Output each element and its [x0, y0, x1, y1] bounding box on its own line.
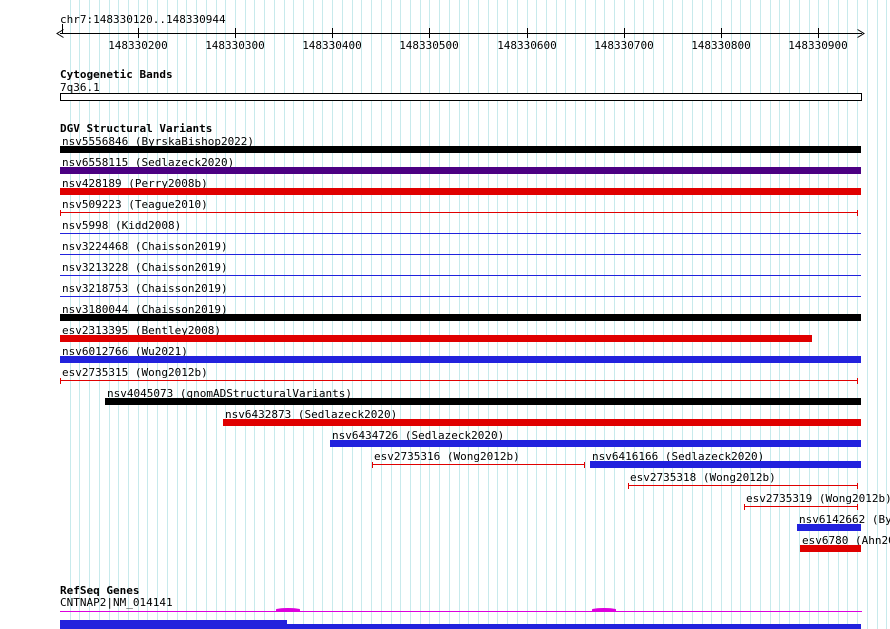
variant-bar-nsv6012766[interactable]	[60, 356, 861, 363]
variant-bar-esv6780[interactable]	[800, 545, 861, 552]
section-title-dgv: DGV Structural Variants	[60, 122, 212, 135]
ruler-arrow-right-icon	[856, 29, 865, 38]
variant-label-nsv3224468: nsv3224468 (Chaisson2019)	[62, 241, 228, 252]
ruler-tick	[429, 28, 430, 38]
variant-line-esv2735319[interactable]	[744, 506, 858, 507]
gene-track-bump	[592, 608, 616, 611]
ruler-line	[60, 33, 862, 34]
variant-bar-nsv6416166[interactable]	[590, 461, 861, 468]
variant-bar-nsv6434726[interactable]	[330, 440, 861, 447]
ruler-tick	[235, 28, 236, 38]
variant-bar-nsv4045073[interactable]	[105, 398, 861, 405]
variant-endtick-right-esv2735315	[857, 378, 858, 384]
variant-line-esv2735316[interactable]	[372, 464, 585, 465]
variant-bar-nsv6558115[interactable]	[60, 167, 861, 174]
variant-label-nsv5998: nsv5998 (Kidd2008)	[62, 220, 181, 231]
variant-bar-nsv5556846[interactable]	[60, 146, 861, 153]
variant-endtick-left-esv2735315	[60, 378, 61, 384]
variant-label-nsv509223: nsv509223 (Teague2010)	[62, 199, 208, 210]
region-title: chr7:148330120..148330944	[60, 13, 226, 26]
variant-bar-nsv6432873[interactable]	[223, 419, 861, 426]
ruler-tick	[721, 28, 722, 38]
variant-label-nsv3213228: nsv3213228 (Chaisson2019)	[62, 262, 228, 273]
section-title-cytogenetic: Cytogenetic Bands	[60, 68, 173, 81]
gene-segment[interactable]	[287, 624, 861, 629]
ruler-tick-label: 148330900	[778, 39, 858, 52]
variant-label-esv2735315: esv2735315 (Wong2012b)	[62, 367, 208, 378]
gene-track-bump	[276, 608, 300, 611]
variant-endtick-left-nsv509223	[60, 210, 61, 216]
ruler-tick-label: 148330800	[681, 39, 761, 52]
ruler-tick-label: 148330600	[487, 39, 567, 52]
variant-line-esv2735318[interactable]	[628, 485, 858, 486]
ruler-tick-label: 148330300	[195, 39, 275, 52]
variant-endtick-left-esv2735319	[744, 504, 745, 510]
variant-endtick-right-esv2735318	[857, 483, 858, 489]
variant-bar-nsv6142662[interactable]	[797, 524, 861, 531]
ruler-tick-label: 148330200	[98, 39, 178, 52]
variant-line-nsv3224468[interactable]	[60, 254, 861, 255]
ruler-tick-label: 148330700	[584, 39, 664, 52]
ruler-tick	[138, 28, 139, 38]
variant-bar-nsv3180044[interactable]	[60, 314, 861, 321]
variant-line-nsv3213228[interactable]	[60, 275, 861, 276]
variant-endtick-left-esv2735316	[372, 462, 373, 468]
variant-endtick-right-nsv509223	[857, 210, 858, 216]
variant-line-nsv3218753[interactable]	[60, 296, 861, 297]
ruler-tick-label: 148330400	[292, 39, 372, 52]
variant-line-nsv5998[interactable]	[60, 233, 861, 234]
variant-line-esv2735315[interactable]	[60, 380, 858, 381]
variant-line-nsv509223[interactable]	[60, 212, 858, 213]
gene-track-line	[60, 611, 862, 612]
ruler-tick	[527, 28, 528, 38]
variant-label-esv2735316: esv2735316 (Wong2012b)	[374, 451, 520, 462]
gene-segment[interactable]	[60, 620, 287, 629]
genome-browser-panel: chr7:148330120..148330944 148330200 14833…	[0, 0, 890, 629]
variant-endtick-right-esv2735319	[857, 504, 858, 510]
gene-label: CNTNAP2|NM_014141	[60, 596, 173, 609]
variant-endtick-right-esv2735316	[584, 462, 585, 468]
ruler-arrow-left-icon	[56, 29, 65, 38]
ruler-tick	[332, 28, 333, 38]
variant-bar-esv2313395[interactable]	[60, 335, 812, 342]
variant-label-esv2735318: esv2735318 (Wong2012b)	[630, 472, 776, 483]
ruler-tick	[624, 28, 625, 38]
ruler-tick-label: 148330500	[389, 39, 469, 52]
ruler-tick	[818, 28, 819, 38]
variant-endtick-left-esv2735318	[628, 483, 629, 489]
variant-label-nsv3218753: nsv3218753 (Chaisson2019)	[62, 283, 228, 294]
variant-bar-nsv428189[interactable]	[60, 188, 861, 195]
variant-label-esv2735319: esv2735319 (Wong2012b)	[746, 493, 890, 504]
cytoband-box-7q36-1	[60, 93, 862, 101]
